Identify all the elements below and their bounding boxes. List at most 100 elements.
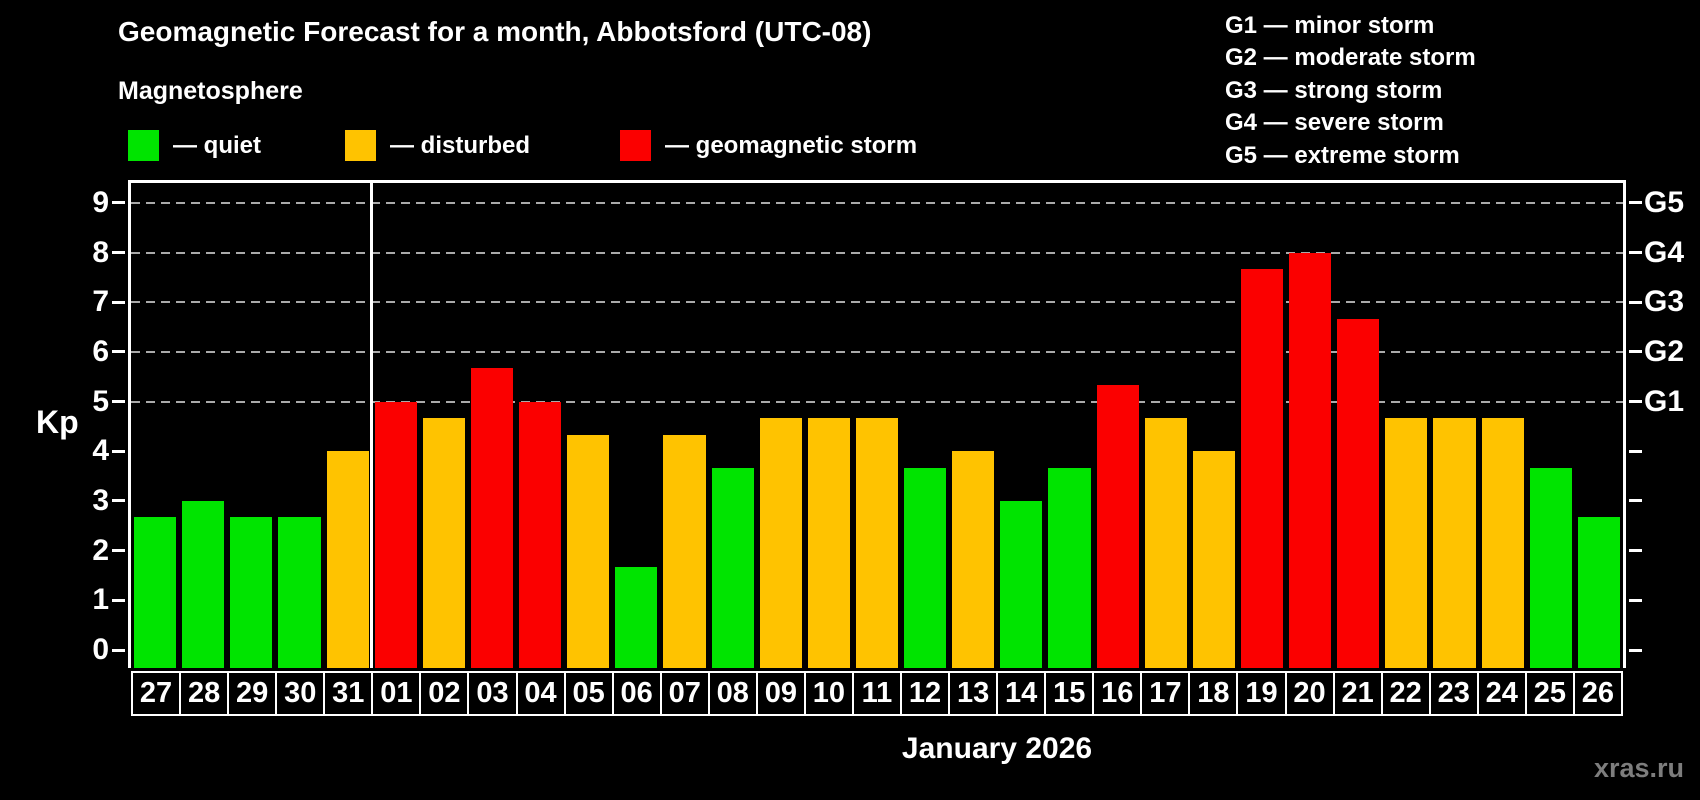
kp-bar-day-01 [374,401,417,668]
disturbed-color-swatch [345,130,376,161]
legend-item-quiet: — quiet [128,129,261,162]
y-tick-right-3 [1629,499,1642,503]
day-label-07: 07 [662,673,710,714]
day-label-13: 13 [950,673,999,714]
storm-color-swatch [620,130,651,161]
x-axis-month-label: January 2026 [901,732,1093,765]
kp-bar-day-12 [904,467,947,668]
y-tick-label-8: 8 [92,235,109,269]
kp-bar-day-21 [1337,318,1380,668]
day-label-11: 11 [854,673,902,714]
y-tick-label-1: 1 [92,583,109,617]
kp-bar-day-03 [470,368,514,668]
kp-bar-day-08 [711,467,754,668]
kp-bar-day-11 [855,418,899,668]
y-tick-right-2 [1629,549,1642,553]
kp-bar-day-22 [1385,418,1428,668]
day-label-03: 03 [469,673,518,714]
y-tick-label-3: 3 [92,483,109,517]
gridline-kp7 [131,301,1623,304]
kp-bar-day-17 [1144,418,1187,668]
right-axis-label-g3: G3 [1644,285,1685,319]
day-label-26: 26 [1581,677,1615,709]
y-tick-left-8 [112,251,125,255]
g-scale-legend: G1 — minor storm G2 — moderate storm G3 … [1225,10,1476,172]
y-tick-right-1 [1629,598,1642,602]
kp-bar-day-19 [1240,269,1284,668]
plot-top-spine [128,180,1626,183]
kp-bar-day-13 [952,451,995,668]
y-tick-right-7 [1629,300,1642,304]
y-tick-left-0 [112,648,125,652]
kp-bar-day-05 [567,434,610,668]
kp-bar-day-29 [230,517,273,668]
y-tick-label-7: 7 [92,285,109,319]
y-tick-left-5 [112,400,125,404]
plot-area: 0 1 2 3 4 5 6 7 8 9 G1 G2 G3 G4 G5 [92,180,1684,668]
kp-bar-day-06 [615,567,658,668]
day-label-09: 09 [758,673,806,714]
legend-item-storm: — geomagnetic storm [620,129,917,162]
y-tick-left-9 [112,201,125,205]
kp-bar-day-02 [422,418,465,668]
legend-item-disturbed: — disturbed [345,129,530,162]
legend-label-disturbed: — disturbed [390,131,531,159]
kp-bar-day-10 [807,418,850,668]
g-scale-line-g1: G1 — minor storm [1225,12,1435,39]
y-tick-left-3 [112,499,125,503]
gridline-kp5 [131,400,1623,403]
kp-bar-day-24 [1481,418,1524,668]
gridline-kp8 [131,251,1623,254]
y-tick-left-7 [112,300,125,304]
kp-bar-day-28 [182,501,225,668]
g-scale-line-g3: G3 — strong storm [1225,76,1443,104]
kp-bar-day-15 [1048,467,1091,668]
y-tick-right-4 [1629,449,1642,453]
day-label-05: 05 [566,673,614,714]
day-label-16: 16 [1094,673,1143,714]
kp-bar-day-04 [519,401,562,668]
day-label-15: 15 [1046,673,1095,714]
y-tick-right-5 [1629,400,1642,404]
kp-bar-day-25 [1529,467,1572,668]
y-tick-right-8 [1629,251,1642,255]
gridline-kp6 [131,350,1623,353]
y-axis-right-spine [1623,180,1626,668]
day-label-06: 06 [614,673,662,714]
day-label-04: 04 [518,673,566,714]
right-axis-label-g4: G4 [1644,235,1685,269]
day-label-20: 20 [1287,673,1335,714]
day-label-28: 28 [181,673,230,714]
legend-label-quiet: — quiet [173,131,261,159]
kp-bar-day-26 [1577,517,1620,668]
g-scale-line-g4: G4 — severe storm [1225,109,1444,137]
day-label-10: 10 [806,673,854,714]
y-tick-right-6 [1629,350,1642,354]
xras-watermark: xras.ru [1593,753,1684,783]
y-tick-label-6: 6 [92,334,109,368]
y-tick-left-4 [112,449,125,453]
kp-bar-day-09 [759,418,802,668]
page-title: Geomagnetic Forecast for a month, Abbots… [118,16,872,47]
day-label-21: 21 [1335,673,1383,714]
kp-bar-day-23 [1433,418,1476,668]
kp-bar-day-30 [278,517,321,668]
day-label-23: 23 [1431,673,1479,714]
g-scale-line-g5: G5 — extreme storm [1225,141,1460,169]
day-label-31: 31 [325,673,374,714]
kp-bar-day-16 [1096,385,1139,668]
day-label-22: 22 [1383,673,1431,714]
day-label-01: 01 [373,673,422,714]
y-tick-label-9: 9 [92,185,109,219]
kp-bar-day-20 [1289,252,1332,668]
gridline-kp9 [131,201,1623,204]
y-tick-left-6 [112,350,125,354]
quiet-color-swatch [128,130,159,161]
kp-bar-day-31 [326,451,369,668]
y-tick-label-5: 5 [92,384,109,418]
day-label-08: 08 [710,673,758,714]
y-tick-label-2: 2 [92,533,109,567]
legend-label-storm: — geomagnetic storm [665,131,918,159]
y-tick-label-0: 0 [92,633,109,666]
